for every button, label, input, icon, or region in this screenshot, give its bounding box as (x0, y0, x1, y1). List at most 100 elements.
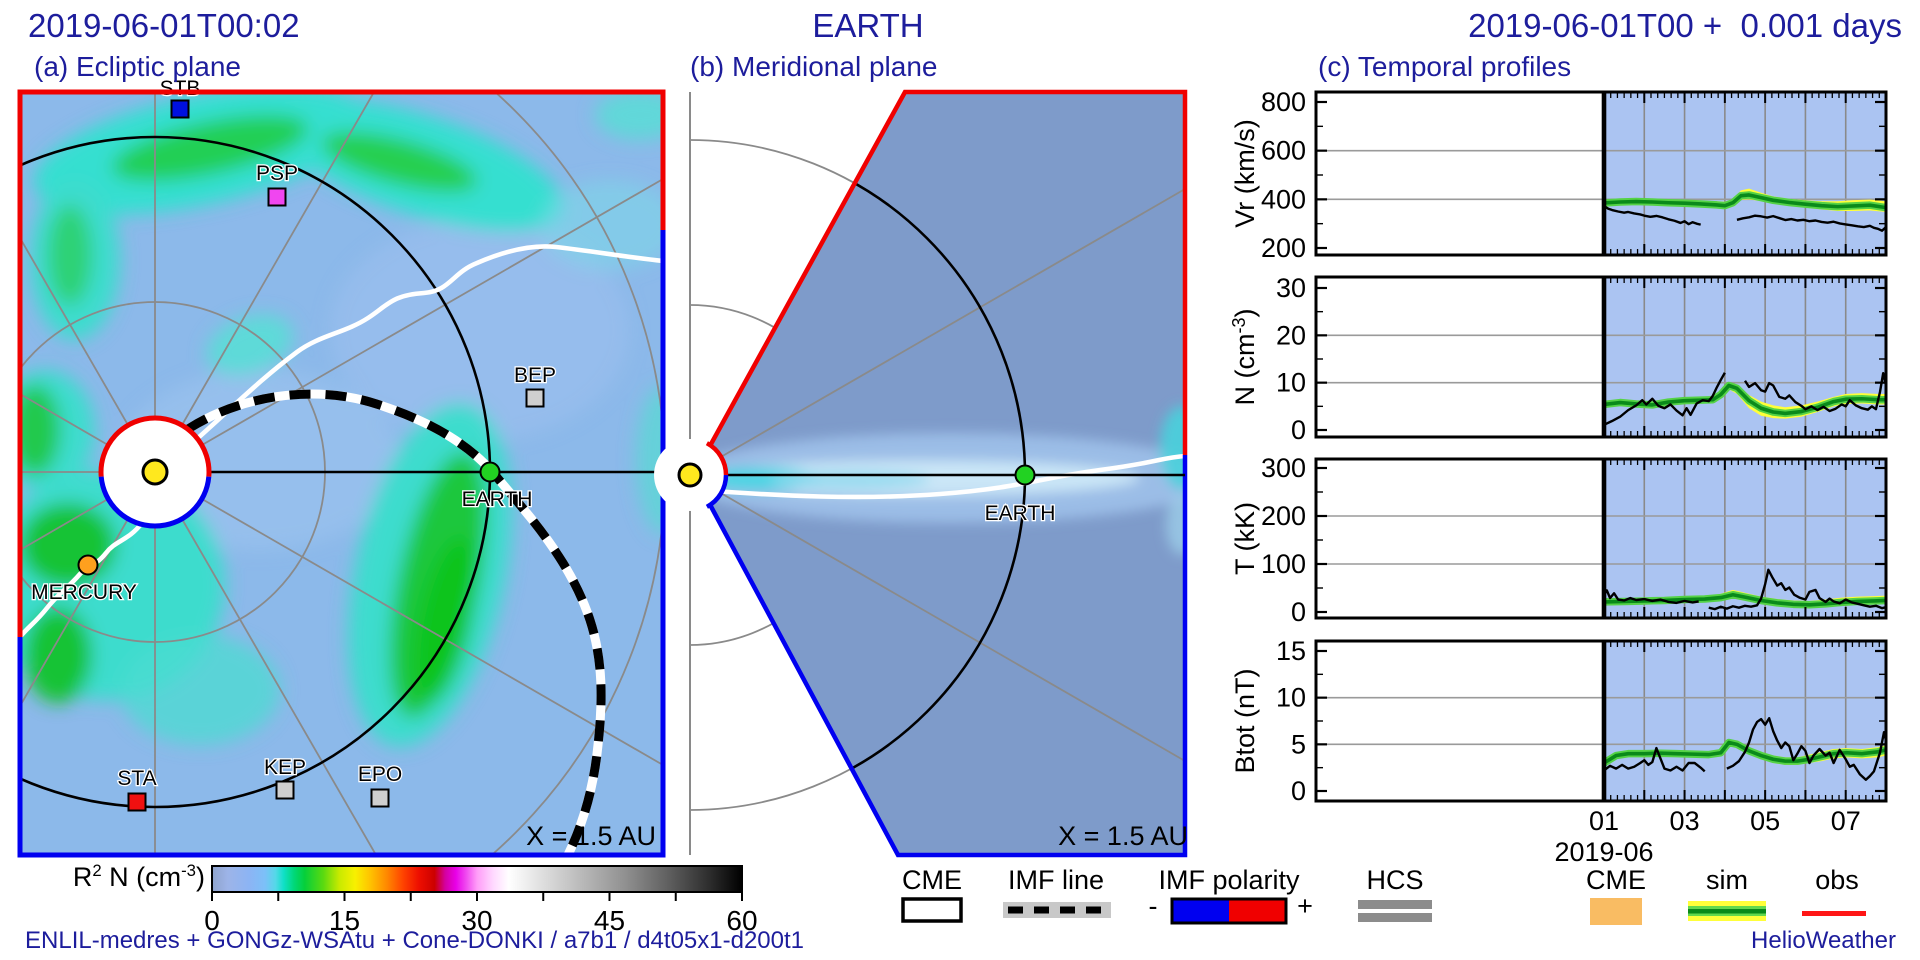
spacecraft-kep-icon (275, 780, 295, 800)
colorbar-tick-label: 0 (204, 905, 220, 936)
obs-line-swatch (1802, 911, 1866, 916)
hcs-line-meridional (700, 453, 1185, 500)
spacecraft-psp-label: PSP (256, 162, 298, 185)
earth-marker-meridional: EARTH (983, 464, 1057, 526)
y-axis-label: Vr (km/s) (1230, 119, 1260, 227)
y-axis-label: T (kK) (1230, 502, 1260, 575)
panel-a-border-positive (17, 89, 666, 637)
y-tick-label: 100 (1261, 549, 1306, 579)
panel-a-extent-label: X = 1.5 AU (526, 821, 656, 851)
earth-label: EARTH (985, 502, 1056, 525)
panel-a-title: (a) Ecliptic plane (34, 51, 241, 82)
y-tick-label: 5 (1291, 729, 1306, 759)
y-axis-label: N (cm-3) (1229, 309, 1260, 406)
panel-b-extent-label: X = 1.5 AU (1058, 821, 1188, 851)
simulation-region (1604, 277, 1886, 437)
model-info-footer: ENLIL-medres + GONGz-WSAtu + Cone-DONKI … (25, 927, 805, 954)
density-colorbar: 0 15 30 45 60 (204, 865, 758, 936)
inner-boundary-positive (98, 415, 212, 477)
legend-sim-label: sim (1706, 865, 1748, 895)
brand-label: HelioWeather (1751, 927, 1896, 954)
colorbar-title-exp2: -3 (181, 861, 196, 880)
y-tick-label: 20 (1276, 320, 1306, 350)
y-tick-label: 800 (1261, 87, 1306, 117)
density-blobs (20, 92, 663, 747)
sim-line-swatch (1688, 909, 1766, 914)
colorbar-tick-label: 30 (461, 905, 492, 936)
profile-plot-density: 0 10 20 30 N (cm-3) (1229, 273, 1888, 445)
y-tick-label: 600 (1261, 136, 1306, 166)
spacecraft-psp-icon (267, 187, 287, 207)
timestamp-left: 2019-06-01T00:02 (28, 7, 300, 44)
hcs-line-ecliptic (20, 244, 663, 639)
spacecraft-earth-icon (479, 461, 501, 483)
spacecraft-stb-icon (170, 99, 190, 119)
map-legend-swatches (901, 897, 1432, 925)
obs-line (1743, 372, 1888, 413)
spacecraft-sta-icon (127, 792, 147, 812)
hcs-swatch-bar1 (1358, 900, 1432, 909)
y-tick-label: 0 (1291, 415, 1306, 445)
sim-line (1603, 193, 1887, 210)
y-tick-label: 200 (1261, 501, 1306, 531)
colorbar-tick-label: 15 (329, 905, 360, 936)
panel-b-border-negative (698, 455, 1188, 858)
x-axis-labels: 01 03 05 07 2019-06 (1554, 806, 1860, 867)
obs-line (1726, 717, 1888, 781)
polarity-swatch-border (1170, 897, 1288, 925)
colorbar-title-end: ) (196, 862, 205, 892)
x-tick-label: 03 (1670, 806, 1700, 836)
colorbar-title-exp: 2 (92, 861, 102, 880)
polarity-negative-swatch (1172, 899, 1229, 923)
spacecraft-mercury-label: MERCURY (31, 581, 137, 604)
y-tick-label: 30 (1276, 273, 1306, 303)
y-tick-label: 400 (1261, 184, 1306, 214)
simulation-region (1604, 459, 1886, 618)
simulation-region (1604, 641, 1886, 801)
colorbar-title-base: R (72, 862, 93, 892)
colorbar-title-mid: N (cm (101, 862, 182, 892)
x-tick-label: 01 (1589, 806, 1619, 836)
sim-line (1603, 383, 1886, 416)
panel-b-title: (b) Meridional plane (690, 51, 938, 82)
spacecraft-kep-label: KEP (264, 756, 306, 779)
timestamp-right: 2019-06-01T00 + 0.001 days (1468, 7, 1902, 44)
wedge-radial-grid (718, 188, 1185, 762)
spacecraft-mercury-icon (77, 554, 99, 576)
y-tick-label: 15 (1276, 636, 1306, 666)
page-title-earth: EARTH (812, 7, 924, 44)
plot-border (1314, 639, 1888, 803)
x-tick-label: 05 (1750, 806, 1780, 836)
y-tick-label: 10 (1276, 368, 1306, 398)
y-tick-label: 200 (1261, 233, 1306, 263)
meridional-plane-map: EARTH (654, 89, 1188, 858)
cme-front-dashed (185, 389, 606, 855)
legend-obs-label: obs (1815, 865, 1859, 895)
obs-line (1708, 568, 1887, 611)
legend-minus-sign: - (1148, 891, 1158, 921)
sun-marker-meridional (654, 439, 729, 511)
plot-border (1314, 90, 1888, 257)
obs-line (1603, 372, 1726, 426)
earth-icon (1014, 464, 1036, 486)
spacecraft-sta-label: STA (117, 767, 156, 790)
meridional-density-shading (700, 406, 1185, 555)
spacecraft-bep-label: BEP (514, 364, 556, 387)
colorbar-title: R2 N (cm-3) (0, 861, 205, 893)
plot-border (1314, 275, 1888, 439)
spacecraft-bep-icon (525, 388, 545, 408)
y-tick-label: 10 (1276, 683, 1306, 713)
obs-line (1603, 205, 1701, 226)
x-axis-title: 2019-06 (1554, 837, 1653, 867)
panel-b-border-positive (698, 89, 1188, 466)
profile-plot-magnetic-field: 0 5 10 15 Btot (nT) (1230, 636, 1888, 806)
panel-c-title: (c) Temporal profiles (1318, 51, 1572, 82)
inner-boundary-negative (98, 476, 212, 529)
colorbar-tick-label: 45 (594, 905, 625, 936)
legend-plus-sign: + (1297, 891, 1313, 921)
legend-cme-label: CME (902, 865, 962, 895)
